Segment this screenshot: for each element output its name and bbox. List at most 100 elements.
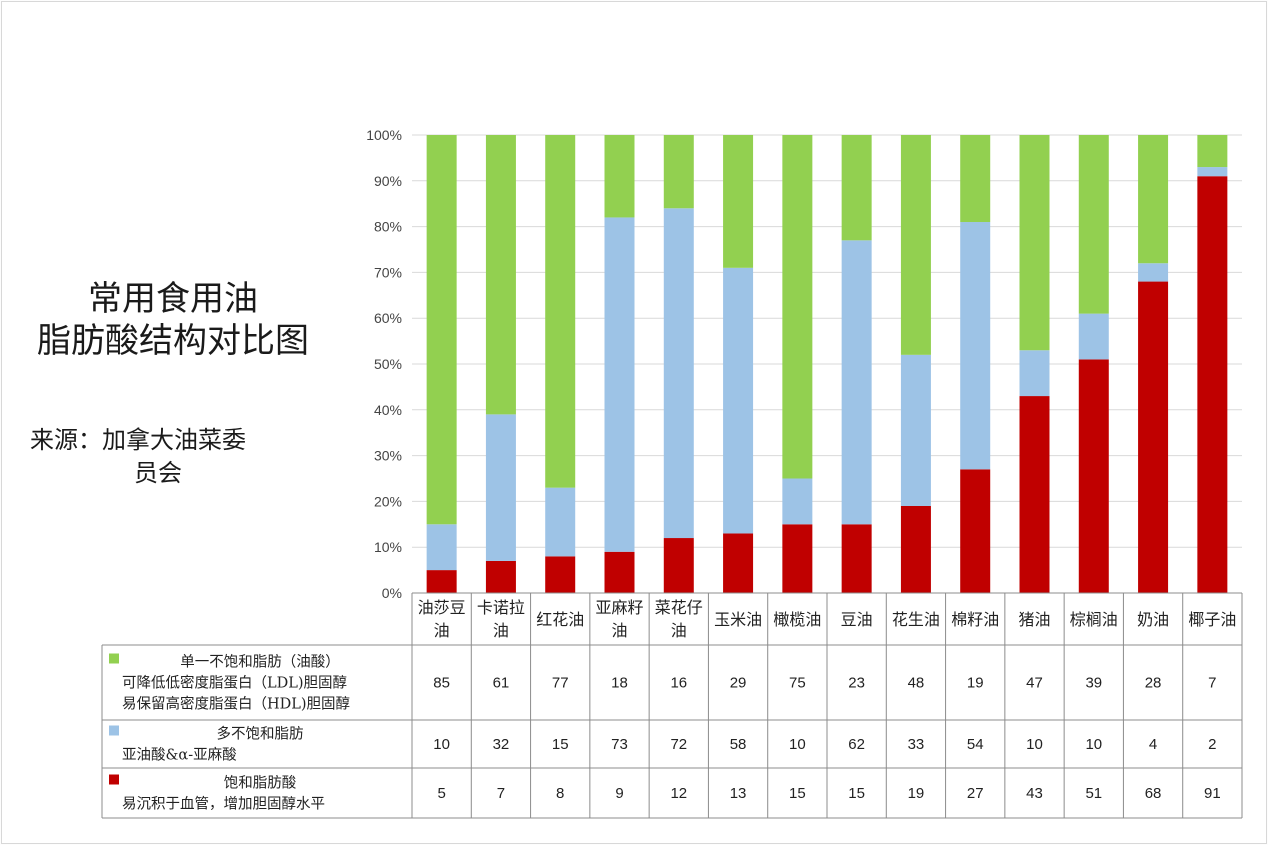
table-cell-monounsaturated: 47 — [1026, 675, 1043, 692]
category-label: 猪油 — [1018, 610, 1050, 629]
bar-segment-monounsaturated — [960, 135, 991, 223]
category-label: 豆油 — [841, 610, 873, 629]
source-line-2: 员会 — [134, 459, 182, 487]
table-cell-saturated: 9 — [615, 785, 623, 802]
bar-segment-monounsaturated — [723, 135, 754, 268]
bar-segment-monounsaturated — [663, 135, 694, 209]
table-cell-saturated: 7 — [497, 785, 505, 802]
bar-segment-saturated — [900, 505, 931, 593]
title-line-2: 脂肪酸结构对比图 — [37, 321, 309, 361]
bar-segment-polyunsaturated — [485, 414, 516, 561]
y-tick-label: 70% — [374, 264, 402, 280]
table-cell-saturated: 91 — [1204, 785, 1221, 802]
table-cell-saturated: 15 — [789, 785, 806, 802]
bar-segment-polyunsaturated — [663, 208, 694, 539]
bar-segment-polyunsaturated — [900, 354, 931, 506]
bar-segment-saturated — [485, 560, 516, 593]
table-cell-polyunsaturated: 2 — [1208, 736, 1216, 753]
category-label: 奶油 — [1137, 610, 1169, 629]
table-cell-monounsaturated: 77 — [552, 675, 569, 692]
category-label: 橄榄油 — [773, 610, 821, 629]
bar-segment-polyunsaturated — [1138, 263, 1169, 282]
table-cell-polyunsaturated: 73 — [611, 736, 628, 753]
bar-segment-saturated — [604, 551, 635, 593]
bar-segment-saturated — [960, 469, 991, 593]
table-cell-polyunsaturated: 33 — [908, 736, 925, 753]
legend-swatch-monounsaturated — [109, 653, 119, 664]
bar-segment-monounsaturated — [545, 135, 576, 488]
category-label: 亚麻籽 — [595, 598, 643, 617]
bar-segment-polyunsaturated — [604, 217, 635, 552]
table-cell-saturated: 8 — [556, 785, 564, 802]
bar-segment-monounsaturated — [841, 135, 872, 241]
category-label: 棉籽油 — [951, 610, 999, 629]
table-cell-monounsaturated: 7 — [1208, 675, 1216, 692]
bar-segment-monounsaturated — [782, 135, 813, 479]
table-cell-polyunsaturated: 4 — [1149, 736, 1157, 753]
bar-segment-polyunsaturated — [782, 478, 813, 525]
y-tick-label: 100% — [366, 127, 402, 143]
legend-note-polyunsaturated: 亚油酸&α-亚麻酸 — [122, 747, 237, 764]
bar-segment-polyunsaturated — [1019, 350, 1050, 397]
table-cell-monounsaturated: 39 — [1085, 675, 1102, 692]
table-cell-monounsaturated: 29 — [730, 675, 747, 692]
table-cell-saturated: 43 — [1026, 785, 1043, 802]
category-label: 椰子油 — [1188, 610, 1236, 629]
bar-segment-polyunsaturated — [1197, 167, 1228, 177]
y-tick-label: 10% — [374, 539, 402, 555]
bar-segment-saturated — [841, 524, 872, 593]
bar-segment-saturated — [1078, 359, 1109, 593]
y-tick-label: 40% — [374, 402, 402, 418]
legend-label-saturated: 饱和脂肪酸 — [224, 775, 297, 792]
bar-segment-monounsaturated — [1197, 135, 1228, 168]
bar-segment-polyunsaturated — [545, 487, 576, 557]
table-cell-monounsaturated: 23 — [848, 675, 865, 692]
bar-segment-saturated — [723, 533, 754, 593]
category-label: 卡诺拉 — [477, 598, 525, 617]
bar-segment-polyunsaturated — [841, 240, 872, 525]
category-label: 棕榈油 — [1070, 610, 1118, 629]
category-label: 油莎豆 — [418, 598, 466, 617]
chart-title: 常用食用油 脂肪酸结构对比图 — [18, 278, 328, 362]
category-label: 花生油 — [892, 610, 940, 629]
table-cell-polyunsaturated: 58 — [730, 736, 747, 753]
source-note: 来源：加拿大油菜委 员会 — [30, 424, 305, 490]
bar-segment-saturated — [663, 538, 694, 593]
category-label: 油 — [611, 621, 627, 640]
table-cell-monounsaturated: 61 — [493, 675, 510, 692]
table-cell-saturated: 5 — [437, 785, 445, 802]
y-tick-label: 60% — [374, 310, 402, 326]
table-cell-saturated: 51 — [1085, 785, 1102, 802]
category-label: 油 — [671, 621, 687, 640]
bar-segment-monounsaturated — [485, 135, 516, 415]
bar-segment-saturated — [782, 524, 813, 593]
table-cell-saturated: 15 — [848, 785, 865, 802]
bar-segment-saturated — [1019, 396, 1050, 593]
legend-swatch-polyunsaturated — [109, 725, 119, 736]
category-label: 玉米油 — [714, 610, 762, 629]
legend-label-monounsaturated: 单一不饱和脂肪（油酸） — [180, 654, 340, 671]
bar-segment-monounsaturated — [604, 135, 635, 218]
bar-segment-saturated — [1197, 176, 1228, 593]
bar-segment-monounsaturated — [426, 135, 457, 525]
table-cell-monounsaturated: 18 — [611, 675, 628, 692]
y-tick-label: 20% — [374, 493, 402, 509]
table-cell-polyunsaturated: 54 — [967, 736, 984, 753]
bar-segment-saturated — [545, 556, 576, 593]
y-tick-label: 30% — [374, 448, 402, 464]
y-tick-label: 50% — [374, 356, 402, 372]
legend-note-monounsaturated: 可降低低密度脂蛋白（LDL)胆固醇 — [122, 675, 347, 692]
category-label: 红花油 — [536, 610, 584, 629]
y-tick-label: 80% — [374, 219, 402, 235]
bar-segment-monounsaturated — [1078, 135, 1109, 314]
legend-note-saturated: 易沉积于血管，增加胆固醇水平 — [122, 796, 325, 813]
bar-segment-polyunsaturated — [1078, 313, 1109, 360]
table-cell-polyunsaturated: 32 — [493, 736, 510, 753]
table-cell-monounsaturated: 28 — [1145, 675, 1162, 692]
bar-segment-saturated — [1138, 281, 1169, 593]
table-cell-polyunsaturated: 10 — [1085, 736, 1102, 753]
table-cell-saturated: 27 — [967, 785, 984, 802]
source-line-1: 来源：加拿大油菜委 — [30, 426, 246, 454]
table-cell-polyunsaturated: 62 — [848, 736, 865, 753]
